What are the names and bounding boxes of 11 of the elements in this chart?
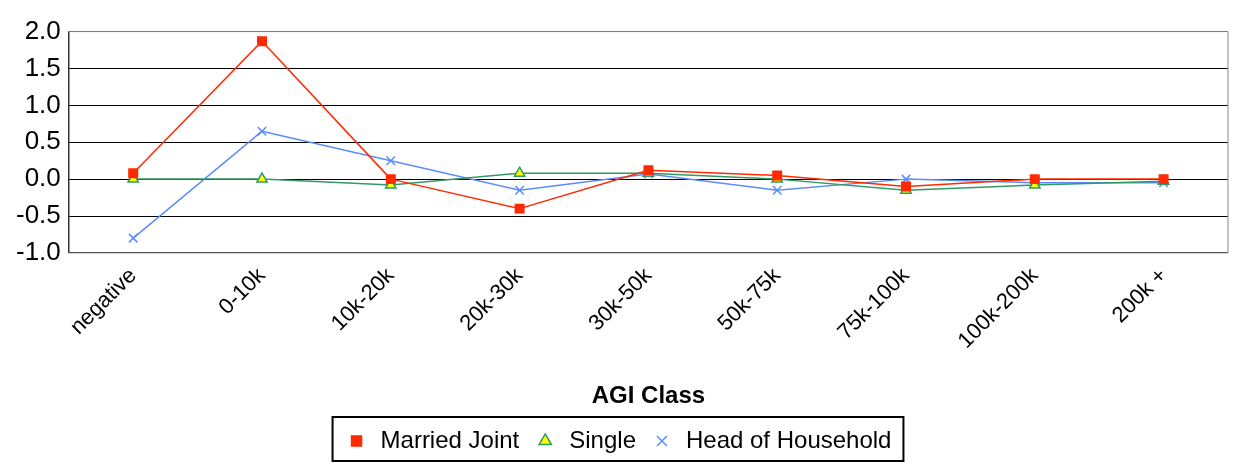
legend-label: Head of Household — [685, 425, 892, 453]
y-tick-label: -0.5 — [15, 199, 61, 230]
x-axis-title: AGI Class — [591, 381, 706, 409]
legend-label: Single — [569, 425, 636, 453]
y-tick-label: 0.5 — [24, 125, 61, 156]
y-tick-label: 2.0 — [24, 14, 61, 45]
y-tick-label: 0.0 — [24, 162, 61, 193]
legend-label: Married Joint — [380, 425, 520, 453]
y-tick-label: -1.0 — [15, 236, 61, 267]
y-tick-label: 1.5 — [24, 51, 61, 82]
y-tick-label: 1.0 — [24, 88, 61, 119]
